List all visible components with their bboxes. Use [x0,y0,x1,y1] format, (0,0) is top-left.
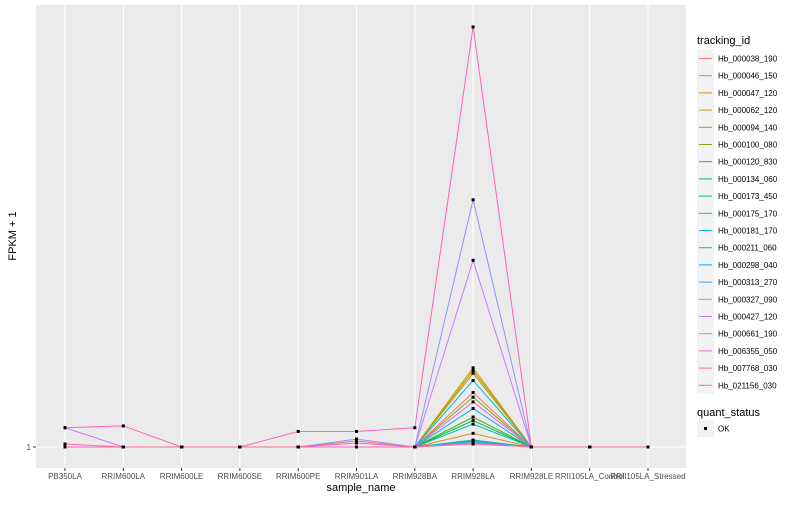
legend-label: Hb_000120_830 [718,158,778,167]
data-point [121,445,125,449]
data-point [471,431,475,435]
data-point [355,445,358,449]
legend-title: tracking_id [697,35,750,47]
data-point [646,445,650,449]
y-axis: 1 [27,443,36,452]
data-point [471,198,475,202]
data-point [296,445,300,449]
data-point [355,429,358,433]
legend-label: Hb_021156_030 [718,381,777,390]
legend-label: Hb_000313_270 [718,278,778,287]
x-tick-label: RRIM600SE [218,472,262,481]
x-tick-label: RRIM600LE [160,472,204,481]
data-point [471,419,475,423]
data-point [471,366,475,370]
data-point [121,424,125,428]
legend-label: Hb_000047_120 [718,89,778,98]
panel-background [36,5,686,468]
x-axis-title: sample_name [326,482,395,494]
x-tick-label: RRII105LA_Control [555,472,625,481]
data-point [529,445,533,449]
shape-legend: quant_status OK [697,407,760,437]
legend-label: Hb_007768_030 [718,364,778,373]
legend-label: Hb_000175_170 [718,209,778,218]
legend-label: Hb_000427_120 [718,313,778,322]
data-point [180,445,184,449]
legend-label: Hb_000134_060 [718,175,778,184]
x-tick-label: RRIM600LA [102,472,146,481]
data-point [471,369,475,373]
data-point [355,439,358,443]
x-tick-label: RRIM901LA [335,472,379,481]
x-tick-label: RRIM928BA [393,472,438,481]
data-point [471,390,475,394]
data-point [238,445,242,449]
legend-label: Hb_000038_190 [718,55,778,64]
data-point [355,441,358,445]
data-point [471,442,475,446]
data-point [471,406,475,410]
legend-label: Hb_006355_050 [718,347,778,356]
data-point [471,395,475,399]
data-point [471,378,475,382]
data-point [471,25,475,29]
data-point [296,429,300,433]
shape-legend-title: quant_status [697,407,760,419]
legend-label: Hb_000094_140 [718,123,778,132]
square-point-icon [704,427,707,430]
x-tick-label: PB350LA [48,472,82,481]
data-point [471,400,475,404]
data-point [63,442,67,446]
data-point [63,426,67,430]
data-point [588,445,592,449]
legend-label: Hb_000298_040 [718,261,778,270]
legend-label: Hb_000062_120 [718,106,778,115]
legend-label: Hb_000327_090 [718,295,778,304]
x-tick-label: RRIM600PE [276,472,320,481]
data-point [63,445,67,449]
data-point [413,426,417,430]
data-point [471,415,475,419]
data-point [355,437,358,441]
data-point [471,258,475,262]
legend-label: Hb_000173_450 [718,192,778,201]
x-tick-label: RRII105LA_Stressed [610,472,685,481]
data-point [413,445,417,449]
data-point [471,422,475,426]
x-tick-label: RRIM928LA [451,472,495,481]
legend-label: Hb_000211_060 [718,244,777,253]
data-point [471,371,475,375]
series-points [63,25,650,449]
y-tick-label: 1 [27,443,32,452]
legend-label: Hb_000046_150 [718,72,778,81]
y-axis-title: FPKM + 1 [7,211,19,260]
legend-label: Hb_000100_080 [718,141,778,150]
legend-label: Hb_000661_190 [718,330,778,339]
legend-label: Hb_000181_170 [718,227,778,236]
color-legend: tracking_id Hb_000038_190 Hb_000046_150 Hb… [697,35,778,394]
x-tick-label: RRIM928LE [510,472,554,481]
legend-label: OK [718,425,730,434]
x-axis: PB350LA RRIM600LA RRIM600LE RRIM600SE RRIM60… [48,468,686,481]
